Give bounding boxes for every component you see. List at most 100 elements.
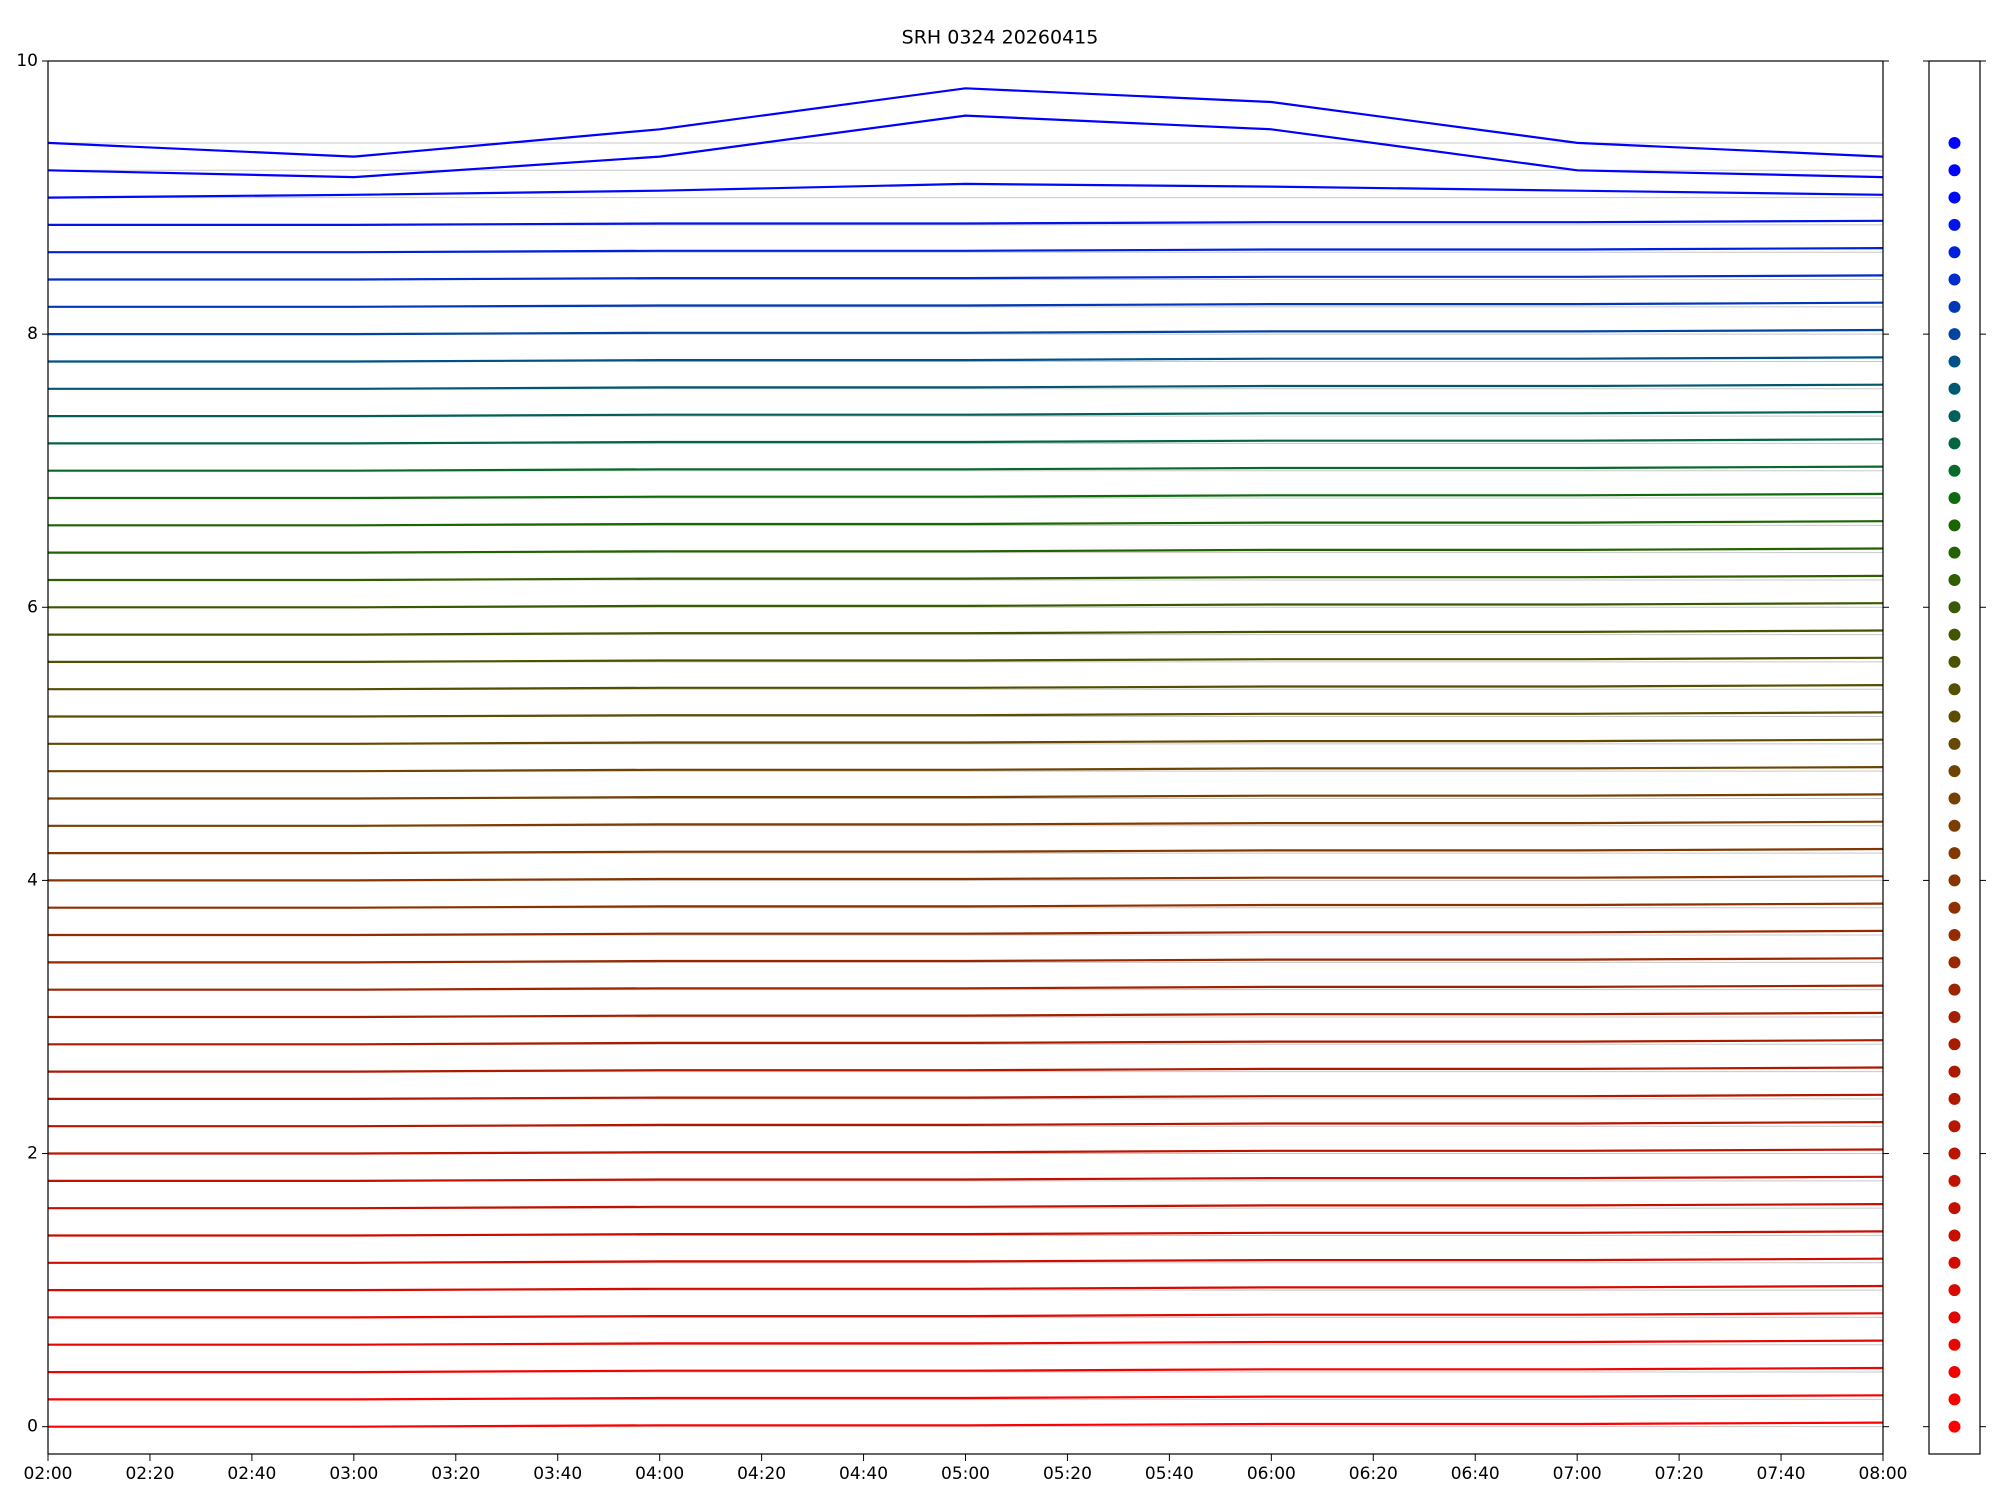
offset-dot (1948, 1420, 1961, 1433)
offset-dot (1948, 573, 1961, 586)
offset-dot (1948, 246, 1961, 259)
y-tick-label: 0 (27, 1417, 38, 1437)
y-tick-label: 2 (27, 1144, 38, 1164)
offset-dot (1948, 601, 1961, 614)
offset-dot (1948, 847, 1961, 860)
trace-line (48, 547, 1884, 554)
offset-dot (1948, 628, 1961, 641)
trace-line (48, 301, 1884, 308)
trace-line (47, 114, 1884, 179)
trace-line (48, 410, 1884, 418)
offset-dot (1948, 1229, 1961, 1242)
trace-line (48, 984, 1884, 991)
offset-dot (1948, 164, 1961, 177)
trace-line (47, 87, 1884, 158)
offset-dot (1948, 136, 1961, 149)
trace-line (48, 847, 1884, 855)
trace-line (48, 1421, 1884, 1428)
offset-dot (1948, 1120, 1961, 1133)
offset-dot (1948, 1256, 1961, 1269)
x-tick-label: 05:40 (1145, 1464, 1194, 1484)
offset-dot (1948, 901, 1961, 914)
chart-title: SRH 0324 20260415 (902, 27, 1099, 49)
x-tick-label: 02:40 (227, 1464, 276, 1484)
x-tick-label: 04:40 (839, 1464, 888, 1484)
trace-line (48, 820, 1884, 827)
trace-line (48, 602, 1884, 609)
offset-dot (1948, 191, 1961, 204)
offset-dot (1948, 1038, 1961, 1051)
trace-line (48, 711, 1884, 718)
offset-dot (1948, 655, 1961, 668)
offset-dot (1948, 765, 1961, 778)
trace-line (48, 1011, 1884, 1019)
x-tick-label: 03:20 (431, 1464, 480, 1484)
offset-dot (1948, 956, 1961, 969)
offset-dot (1948, 874, 1961, 887)
trace-line (48, 574, 1884, 582)
plot-frame (47, 60, 1884, 1455)
trace-line (48, 738, 1884, 745)
x-tick-label: 05:00 (941, 1464, 990, 1484)
offset-dot (1948, 328, 1961, 341)
offset-dot (1948, 1284, 1961, 1297)
trace-line (48, 219, 1884, 226)
trace-line (48, 957, 1884, 964)
trace-line (48, 1230, 1884, 1237)
offset-dot (1948, 819, 1961, 832)
trace-line (48, 1093, 1884, 1100)
offset-dot (1948, 983, 1961, 996)
trace-line (48, 656, 1884, 663)
trace-line (48, 356, 1884, 363)
trace-line (48, 1175, 1884, 1182)
trace-line (48, 793, 1884, 800)
x-tick-label: 06:20 (1349, 1464, 1398, 1484)
y-tick-label: 10 (16, 51, 38, 71)
offset-dot (1948, 710, 1961, 723)
trace-line (48, 1312, 1884, 1319)
trace-line (48, 383, 1884, 390)
x-tick-label: 06:00 (1247, 1464, 1296, 1484)
trace-line (47, 182, 1884, 199)
offset-dot (1948, 546, 1961, 559)
trace-line (48, 875, 1884, 882)
trace-line (48, 465, 1884, 472)
offset-dot (1948, 792, 1961, 805)
x-tick-label: 03:00 (329, 1464, 378, 1484)
trace-line (48, 492, 1884, 500)
trace-line (48, 902, 1884, 909)
trace-line (48, 438, 1884, 445)
x-tick-label: 07:20 (1655, 1464, 1704, 1484)
x-tick-label: 02:00 (24, 1464, 73, 1484)
offset-dot (1948, 464, 1961, 477)
trace-line (48, 1121, 1884, 1128)
offset-dot (1948, 1174, 1961, 1187)
y-tick-label: 8 (27, 324, 38, 344)
trace-line (48, 1257, 1884, 1264)
offset-dot (1948, 300, 1961, 313)
trace-line (48, 1394, 1884, 1401)
offset-dot (1948, 683, 1961, 696)
x-tick-label: 02:20 (125, 1464, 174, 1484)
trace-line (48, 1339, 1884, 1346)
y-tick-label: 6 (27, 597, 38, 617)
trace-line (48, 1284, 1884, 1292)
offset-dot (1948, 1311, 1961, 1324)
trace-line (48, 629, 1884, 636)
x-tick-label: 03:40 (533, 1464, 582, 1484)
trace-line (48, 929, 1884, 937)
x-tick-label: 07:40 (1757, 1464, 1806, 1484)
offset-dot (1948, 410, 1961, 423)
x-tick-label: 08:00 (1859, 1464, 1908, 1484)
offset-dot (1948, 437, 1961, 450)
offset-dot (1948, 1393, 1961, 1406)
offset-dot (1948, 519, 1961, 532)
offset-dot (1948, 218, 1961, 231)
offset-dot (1948, 737, 1961, 750)
offset-dot (1948, 1338, 1961, 1351)
trace-line (48, 684, 1884, 691)
trace-line (48, 1203, 1884, 1210)
offset-dot (1948, 382, 1961, 395)
trace-line (48, 1148, 1884, 1155)
